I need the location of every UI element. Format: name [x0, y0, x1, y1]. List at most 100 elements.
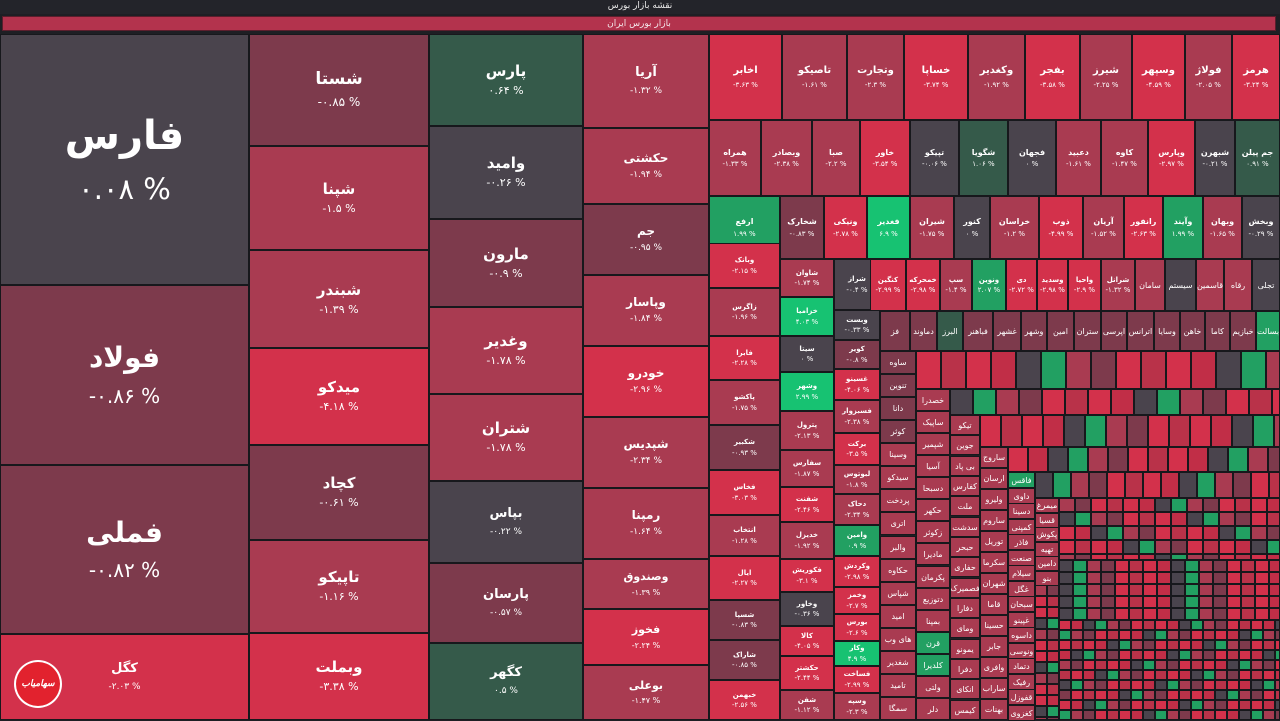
stock-tile-small[interactable] — [1219, 540, 1235, 554]
stock-tile-small[interactable] — [1083, 700, 1095, 710]
stock-tile-small[interactable] — [1185, 596, 1199, 608]
stock-tile[interactable]: شپدیس -۲.۳۴ % — [583, 417, 709, 488]
stock-tile-small[interactable] — [1227, 700, 1239, 710]
stock-tile-small[interactable] — [1059, 584, 1073, 596]
stock-tile-small[interactable] — [1263, 640, 1275, 650]
stock-tile-small[interactable] — [1143, 630, 1155, 640]
stock-tile-small[interactable] — [1203, 620, 1215, 630]
stock-tile[interactable]: ونوسی — [1008, 643, 1035, 659]
stock-tile[interactable]: ساپیک — [916, 411, 950, 433]
stock-tile-small[interactable] — [1199, 608, 1213, 620]
stock-tile[interactable]: وکردش -۲.۹۸ % — [834, 556, 880, 587]
stock-tile-small[interactable] — [1143, 700, 1155, 710]
stock-tile[interactable]: فغدیر ۶.۹ % — [867, 196, 910, 259]
stock-tile-small[interactable] — [1107, 630, 1119, 640]
stock-tile[interactable]: شگویا ۱.۰۶ % — [959, 120, 1008, 196]
stock-tile-small[interactable] — [1101, 560, 1115, 572]
stock-tile-small[interactable] — [1083, 710, 1095, 720]
stock-tile[interactable]: شپنا -۱.۵ % — [249, 146, 429, 250]
stock-tile-small[interactable] — [1199, 560, 1213, 572]
stock-tile-small[interactable] — [1059, 498, 1075, 512]
stock-tile-small[interactable] — [1071, 690, 1083, 700]
stock-tile[interactable]: وخمز -۲.۷ % — [834, 587, 880, 614]
stock-tile-small[interactable] — [1083, 640, 1095, 650]
stock-tile[interactable]: فولاد -۰.۸۶ % — [0, 285, 249, 465]
stock-tile-small[interactable] — [1233, 472, 1251, 498]
stock-tile[interactable]: رقاه — [1224, 259, 1252, 311]
stock-tile[interactable]: سدشت — [950, 517, 980, 537]
stock-tile-small[interactable] — [1047, 651, 1059, 662]
stock-tile-small[interactable] — [1128, 447, 1148, 472]
stock-tile[interactable]: شسپا -۰.۸۳ % — [709, 600, 780, 640]
stock-tile-small[interactable] — [950, 389, 973, 415]
stock-tile[interactable]: فخاس -۳.۰۳ % — [709, 470, 780, 515]
stock-tile-small[interactable] — [1157, 389, 1180, 415]
stock-tile[interactable]: صنعت — [1008, 550, 1035, 566]
stock-tile-small[interactable] — [1251, 710, 1263, 720]
stock-tile-small[interactable] — [1203, 512, 1219, 526]
stock-tile-small[interactable] — [1107, 670, 1119, 680]
stock-tile[interactable]: کیمس — [950, 700, 980, 720]
stock-tile-small[interactable] — [1263, 710, 1275, 720]
stock-tile-small[interactable] — [1263, 630, 1275, 640]
stock-tile-small[interactable] — [1241, 560, 1255, 572]
stock-tile-small[interactable] — [1166, 351, 1191, 389]
stock-tile-small[interactable] — [1043, 415, 1064, 447]
stock-tile[interactable]: رمپنا -۱.۶۴ % — [583, 488, 709, 559]
stock-tile-small[interactable] — [1107, 640, 1119, 650]
stock-tile[interactable]: دامین — [1035, 556, 1059, 571]
stock-tile-small[interactable] — [1107, 554, 1123, 560]
stock-tile-small[interactable] — [1059, 690, 1071, 700]
stock-tile-small[interactable] — [1157, 596, 1171, 608]
stock-tile[interactable]: کغزوی — [1008, 705, 1035, 721]
stock-tile-small[interactable] — [1119, 630, 1131, 640]
stock-tile[interactable]: اترانس — [1127, 311, 1154, 351]
stock-tile-small[interactable] — [1227, 660, 1239, 670]
stock-tile-small[interactable] — [1235, 526, 1251, 540]
stock-tile-small[interactable] — [1075, 498, 1091, 512]
stock-tile[interactable]: ونوین ۲.۰۷ % — [972, 259, 1006, 311]
stock-tile-small[interactable] — [1134, 389, 1157, 415]
stock-tile[interactable]: شیران -۱.۷۵ % — [910, 196, 954, 259]
stock-tile-small[interactable] — [1047, 706, 1059, 717]
stock-tile[interactable]: تاپیکو -۱.۱۶ % — [249, 540, 429, 633]
stock-tile[interactable]: بی پاد — [950, 456, 980, 476]
stock-tile[interactable]: فساخت -۲.۹۹ % — [834, 666, 880, 693]
stock-tile-small[interactable] — [1111, 389, 1134, 415]
stock-tile-small[interactable] — [1275, 680, 1280, 690]
stock-tile-small[interactable] — [1157, 572, 1171, 584]
stock-tile-small[interactable] — [1167, 660, 1179, 670]
stock-tile-small[interactable] — [1095, 630, 1107, 640]
stock-tile-small[interactable] — [1143, 690, 1155, 700]
stock-tile[interactable]: غپینو — [1008, 612, 1035, 628]
stock-tile-small[interactable] — [1119, 690, 1131, 700]
stock-tile-small[interactable] — [1190, 415, 1211, 447]
stock-tile[interactable]: بسالت — [1256, 311, 1280, 351]
stock-tile-small[interactable] — [1095, 690, 1107, 700]
stock-tile-small[interactable] — [1227, 650, 1239, 660]
stock-tile-small[interactable] — [1001, 415, 1022, 447]
stock-tile-small[interactable] — [1091, 498, 1107, 512]
stock-tile-small[interactable] — [996, 389, 1019, 415]
stock-tile[interactable]: صبا -۲.۲ % — [812, 120, 860, 196]
sector-header[interactable]: بازار بورس ایران — [2, 16, 1276, 31]
stock-tile-small[interactable] — [1239, 710, 1251, 720]
stock-tile[interactable]: دماوند — [910, 311, 937, 351]
stock-tile-small[interactable] — [1131, 640, 1143, 650]
stock-tile-small[interactable] — [1251, 640, 1263, 650]
stock-tile-small[interactable] — [1059, 700, 1071, 710]
stock-tile-small[interactable] — [1267, 526, 1280, 540]
stock-tile[interactable]: فابرا -۲.۲۸ % — [709, 336, 780, 380]
stock-tile[interactable]: ولتی — [916, 676, 950, 698]
stock-tile[interactable]: هرمز -۳.۲۴ % — [1232, 34, 1280, 120]
stock-tile-small[interactable] — [1143, 560, 1157, 572]
stock-tile[interactable]: شغدیر — [880, 651, 916, 674]
stock-tile[interactable]: مارون -۰.۹ % — [429, 219, 583, 307]
stock-tile[interactable]: دتماد — [1008, 658, 1035, 674]
stock-tile[interactable]: سبحان — [1008, 596, 1035, 612]
stock-tile-small[interactable] — [1075, 512, 1091, 526]
stock-tile-small[interactable] — [1187, 526, 1203, 540]
stock-tile[interactable]: خمحرکه -۲.۹۸ % — [906, 259, 940, 311]
stock-tile-small[interactable] — [1227, 572, 1241, 584]
stock-tile-small[interactable] — [1241, 351, 1266, 389]
